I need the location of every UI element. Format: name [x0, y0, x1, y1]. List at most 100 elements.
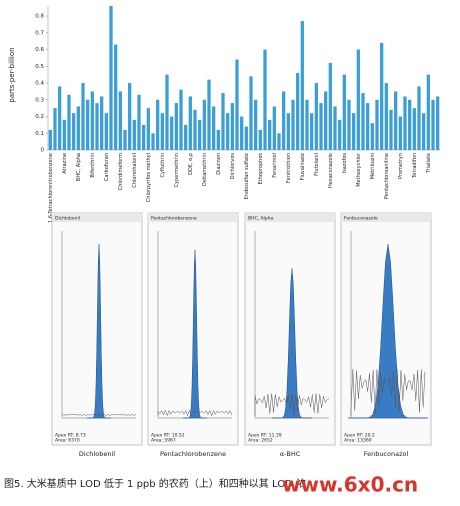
y-tick-label: 0.3 — [35, 97, 44, 103]
y-tick-label: 0.6 — [35, 47, 44, 53]
x-tick-label: Prometryn — [398, 153, 404, 179]
bar — [319, 103, 323, 150]
x-tick-label: Methoxychlor — [356, 152, 362, 187]
bar — [328, 62, 332, 150]
x-tick-label: Pentachloroaniline — [384, 153, 390, 199]
bar — [249, 76, 253, 150]
panel-info: Area: 5967 — [151, 438, 176, 444]
bar — [165, 74, 169, 150]
bar — [104, 113, 108, 150]
x-tick-label: Fenitrothion — [286, 153, 292, 183]
x-tick-label: Triallate — [426, 153, 432, 174]
bar — [90, 91, 94, 150]
bar — [193, 109, 197, 150]
y-tick-label: 0.8 — [35, 14, 44, 20]
x-tick-label: Deltamethrin — [202, 153, 208, 186]
bar — [202, 99, 206, 150]
bar — [109, 6, 113, 150]
bar — [305, 99, 309, 150]
bar — [179, 89, 183, 150]
x-tick-label: Chlordimeform — [118, 153, 124, 190]
y-tick-label: 0.4 — [35, 81, 44, 87]
y-tick-label: 0.1 — [35, 131, 44, 137]
panel-name: Fenbuconazol — [364, 450, 409, 458]
caption: 图5. 大米基质中 LOD 低于 1 ppb 的农药（上）和四种以其 LOD 浓 — [4, 477, 306, 490]
x-tick-label: Ethoprophos — [258, 153, 264, 185]
bar — [380, 42, 384, 151]
bar — [258, 129, 262, 150]
bar — [324, 91, 328, 150]
bar — [338, 119, 342, 150]
bar — [342, 74, 346, 150]
panel-header: Pentachlorobenzene — [151, 216, 197, 222]
bar — [188, 96, 192, 150]
bar — [389, 109, 393, 150]
bar — [254, 99, 258, 150]
watermark: www.6x0.cn — [282, 473, 418, 497]
bar — [198, 119, 202, 150]
bar — [310, 113, 314, 150]
panel-info: Apex RT: 11.39 — [248, 433, 282, 439]
x-tick-label: Dichlorvos — [230, 153, 236, 180]
x-tick-label: Tetradifon — [412, 153, 418, 179]
bar — [403, 96, 407, 150]
x-tick-label: 1,6-Tetrachloronitrobenzene — [48, 153, 54, 223]
bar — [296, 72, 300, 150]
x-tick-label: Atrazine — [62, 153, 68, 174]
baseline-trace — [254, 393, 330, 417]
bar — [240, 116, 244, 150]
bar — [352, 113, 356, 150]
bar — [114, 44, 118, 150]
x-tick-label: Cypermethrin — [174, 153, 180, 187]
bar — [100, 96, 104, 150]
bar — [212, 106, 216, 150]
bar — [244, 126, 248, 150]
baseline-trace — [61, 413, 137, 417]
x-tick-label: DDE, o,p — [188, 153, 194, 175]
panel-header-bar — [52, 213, 142, 222]
y-tick-label: 0 — [41, 148, 45, 154]
bar — [398, 116, 402, 150]
bar — [426, 74, 430, 150]
bar — [422, 113, 426, 150]
panel-name: Pentachlorobenzene — [160, 450, 226, 458]
panel-info: Area: 6370 — [55, 438, 80, 444]
bar — [408, 99, 412, 150]
x-tick-label: Fenarimol — [272, 153, 278, 178]
y-tick-label: 0.5 — [35, 64, 44, 70]
y-axis-label: parts-per-billion — [8, 47, 16, 102]
bar — [417, 86, 421, 150]
x-tick-label: Carbofuran — [104, 153, 110, 181]
peak — [348, 244, 428, 419]
bar — [81, 83, 85, 150]
y-tick-label: 0.7 — [35, 30, 44, 36]
x-tick-label: BHC, Alpha — [76, 153, 82, 181]
panel-header: Dichlobenil — [55, 216, 80, 222]
panel-header-bar — [245, 213, 335, 222]
bar — [286, 113, 290, 150]
bar — [277, 133, 281, 150]
bar — [300, 21, 304, 151]
x-tick-label: Cyfluthrin — [160, 153, 166, 178]
bar — [72, 113, 76, 150]
bar — [263, 49, 267, 151]
bar — [370, 123, 374, 150]
bar — [170, 116, 174, 150]
x-tick-label: Metribuzin — [370, 153, 376, 179]
peak — [272, 268, 312, 419]
bar — [384, 83, 388, 150]
bar — [128, 83, 132, 150]
bar — [268, 119, 272, 150]
bar — [375, 99, 379, 150]
panel-info: Apex RT: 8.73 — [55, 433, 86, 439]
x-tick-label: Bifenthrin — [90, 153, 96, 178]
bar — [291, 99, 295, 150]
bar — [137, 94, 141, 150]
x-tick-label: Fluvalinate — [300, 153, 306, 181]
bar — [333, 106, 337, 150]
bar — [151, 133, 155, 150]
bar — [132, 119, 136, 150]
y-tick-label: 0.2 — [35, 114, 44, 120]
x-tick-label: Diazinon — [216, 153, 222, 175]
bar — [146, 108, 150, 150]
